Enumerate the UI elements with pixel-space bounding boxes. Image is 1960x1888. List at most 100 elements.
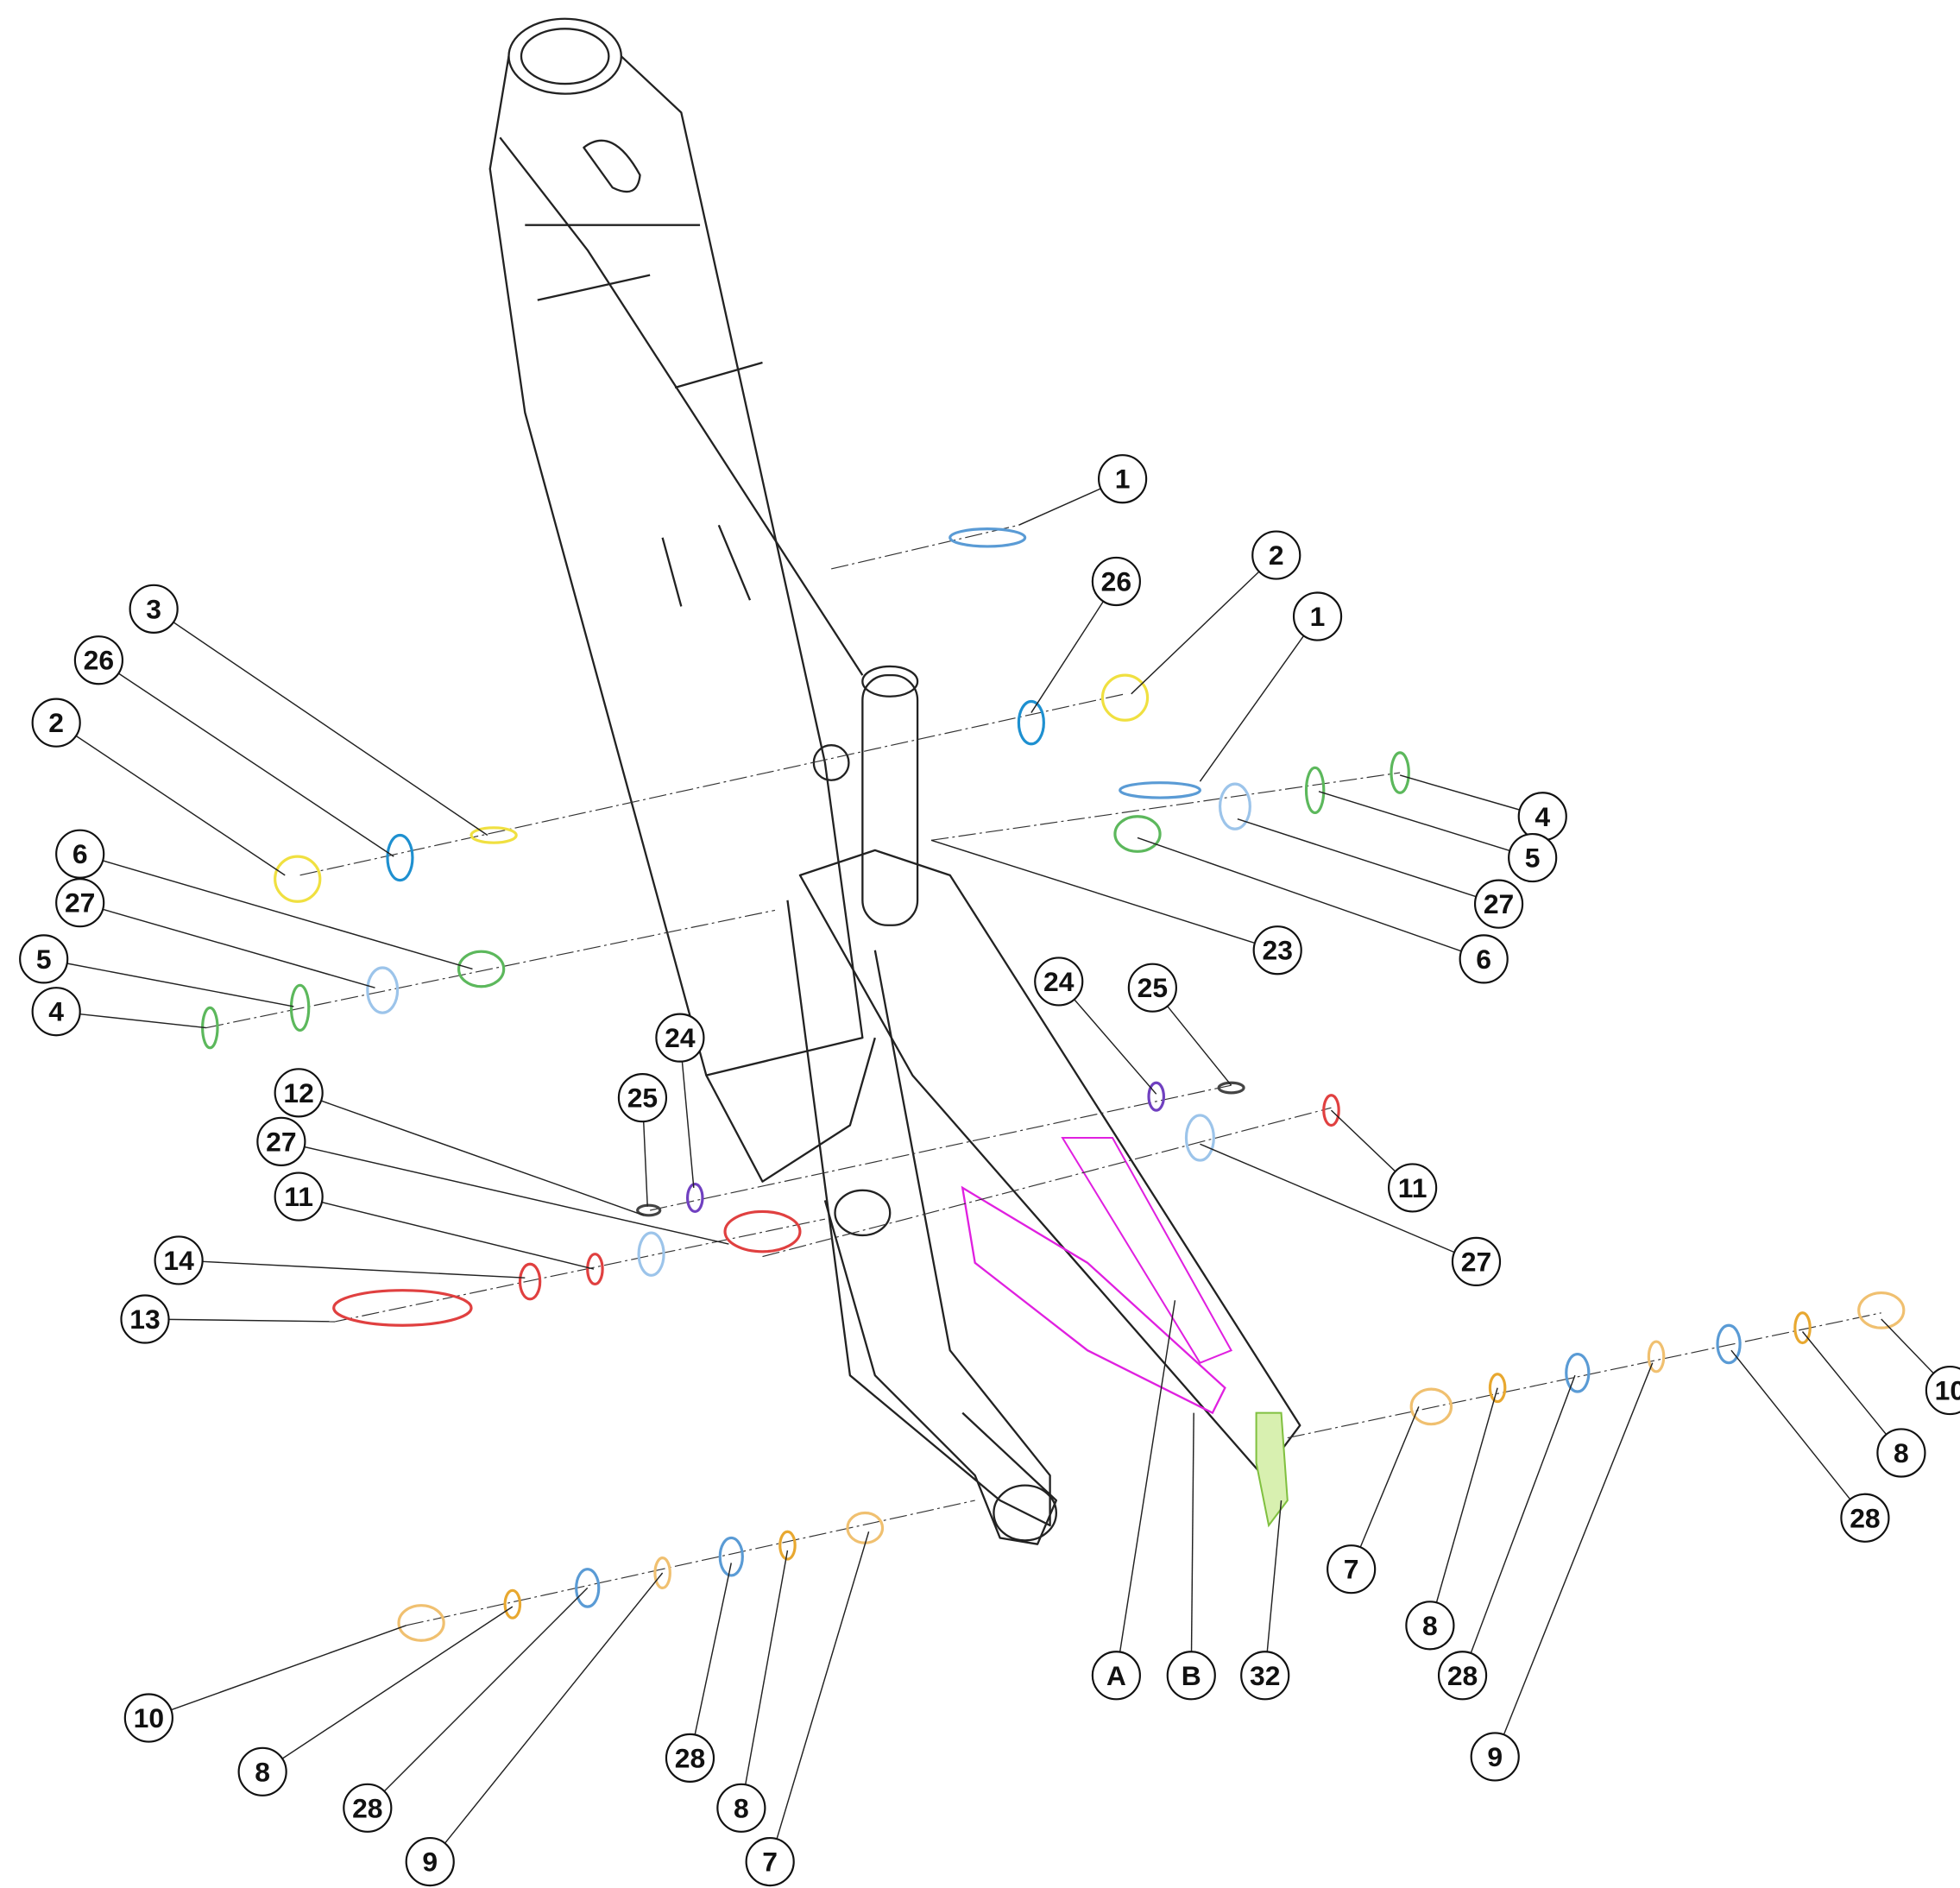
callout-label: 4	[48, 996, 64, 1027]
callout-label: 5	[36, 944, 52, 975]
leader-line	[103, 861, 472, 969]
callout-label: 27	[65, 887, 95, 919]
part	[505, 1590, 520, 1618]
callout-label: 27	[1461, 1246, 1491, 1277]
callout-label: 12	[283, 1077, 313, 1108]
callout-label: 25	[1138, 972, 1168, 1003]
leader-line	[80, 1014, 206, 1028]
leader-line	[644, 1121, 648, 1207]
leader-line	[76, 736, 285, 875]
callout-label: 10	[1935, 1375, 1960, 1406]
callout-label: 2	[48, 707, 64, 738]
leader-line	[173, 622, 488, 836]
callout-label: 8	[1422, 1610, 1438, 1641]
part	[459, 951, 504, 987]
part	[1149, 1083, 1163, 1110]
leader-line	[1120, 1300, 1175, 1651]
leader-line	[203, 1261, 526, 1278]
leader-line	[1331, 1110, 1395, 1171]
part	[388, 835, 413, 880]
leader-line	[169, 1319, 336, 1322]
callout-label: 28	[675, 1742, 705, 1773]
part	[725, 1211, 800, 1251]
callout-label: 8	[734, 1792, 749, 1823]
part	[291, 985, 308, 1030]
callout-label: 3	[146, 593, 161, 624]
part	[1018, 702, 1043, 744]
callout-label: 24	[665, 1022, 696, 1053]
exploded-diagram: 1122632626275445272362425242512271114131…	[0, 0, 1960, 1888]
part	[577, 1569, 599, 1607]
leader-line	[1319, 792, 1509, 851]
part	[588, 1254, 602, 1285]
part	[368, 968, 398, 1013]
part	[1307, 767, 1324, 812]
callout-label: 5	[1525, 843, 1541, 874]
leader-line	[1360, 1406, 1419, 1547]
part	[848, 1512, 883, 1543]
callout-label: 11	[284, 1181, 313, 1212]
leader-line	[1031, 602, 1104, 713]
leader-line	[1200, 635, 1303, 781]
callout-label: 2	[1269, 540, 1284, 571]
leader-line	[171, 1626, 406, 1710]
frame	[490, 19, 1301, 1544]
part	[1411, 1389, 1451, 1424]
callout-label: 9	[422, 1847, 438, 1878]
leader-line	[67, 963, 294, 1007]
callout-label: 32	[1250, 1660, 1280, 1691]
part	[1566, 1354, 1589, 1392]
part	[1115, 817, 1160, 852]
callout-label: 4	[1535, 801, 1550, 832]
callout-label: 25	[627, 1083, 658, 1114]
leader-line	[682, 1062, 693, 1188]
page: 1122632626275445272362425242512271114131…	[0, 0, 1960, 1888]
leader-line	[1075, 1000, 1156, 1095]
callout-label: 26	[1101, 565, 1131, 597]
callout-label: 9	[1487, 1741, 1503, 1772]
leader-line	[1881, 1319, 1934, 1373]
part	[471, 828, 516, 843]
leader-line	[305, 1146, 729, 1244]
callout-label: 6	[1476, 944, 1491, 975]
callout-label: 14	[163, 1245, 194, 1276]
callout-label: 7	[762, 1847, 778, 1878]
leader-line	[777, 1531, 869, 1839]
leader-line	[103, 909, 375, 988]
leader-line	[1731, 1350, 1850, 1500]
callout-label: 28	[1447, 1660, 1478, 1691]
callout-label: 27	[266, 1126, 296, 1157]
leader-line	[321, 1101, 644, 1216]
leader-line	[1400, 775, 1520, 810]
callout-label: 1	[1310, 601, 1326, 632]
callout-label: 8	[255, 1756, 270, 1787]
part	[688, 1184, 703, 1212]
callout-label: 28	[352, 1792, 382, 1823]
callout-label: 8	[1894, 1437, 1909, 1468]
callout-label: 13	[129, 1304, 160, 1335]
parts	[203, 529, 1904, 1641]
callout-label: 6	[72, 838, 88, 869]
leader-line	[322, 1203, 594, 1269]
part	[520, 1264, 540, 1299]
part	[1324, 1096, 1339, 1126]
leader-line	[1018, 489, 1100, 525]
part	[720, 1538, 742, 1575]
leader-line	[1131, 571, 1259, 694]
callout-label: 1	[1115, 464, 1131, 495]
leader-line	[931, 840, 1255, 943]
leader-line	[1471, 1375, 1575, 1653]
callout-label: 7	[1344, 1554, 1359, 1585]
leader-line	[1192, 1413, 1194, 1652]
callout-label: 27	[1484, 888, 1514, 919]
callout-label: 28	[1850, 1502, 1880, 1533]
callout-label: 11	[1398, 1172, 1427, 1203]
leader-line	[444, 1573, 662, 1843]
part	[1186, 1115, 1213, 1160]
leader-line	[1503, 1363, 1652, 1735]
leader-line	[1803, 1331, 1887, 1434]
leader-line	[384, 1588, 587, 1790]
callout-label: A	[1106, 1660, 1126, 1691]
part	[275, 856, 320, 901]
callout-label: 23	[1262, 935, 1292, 966]
